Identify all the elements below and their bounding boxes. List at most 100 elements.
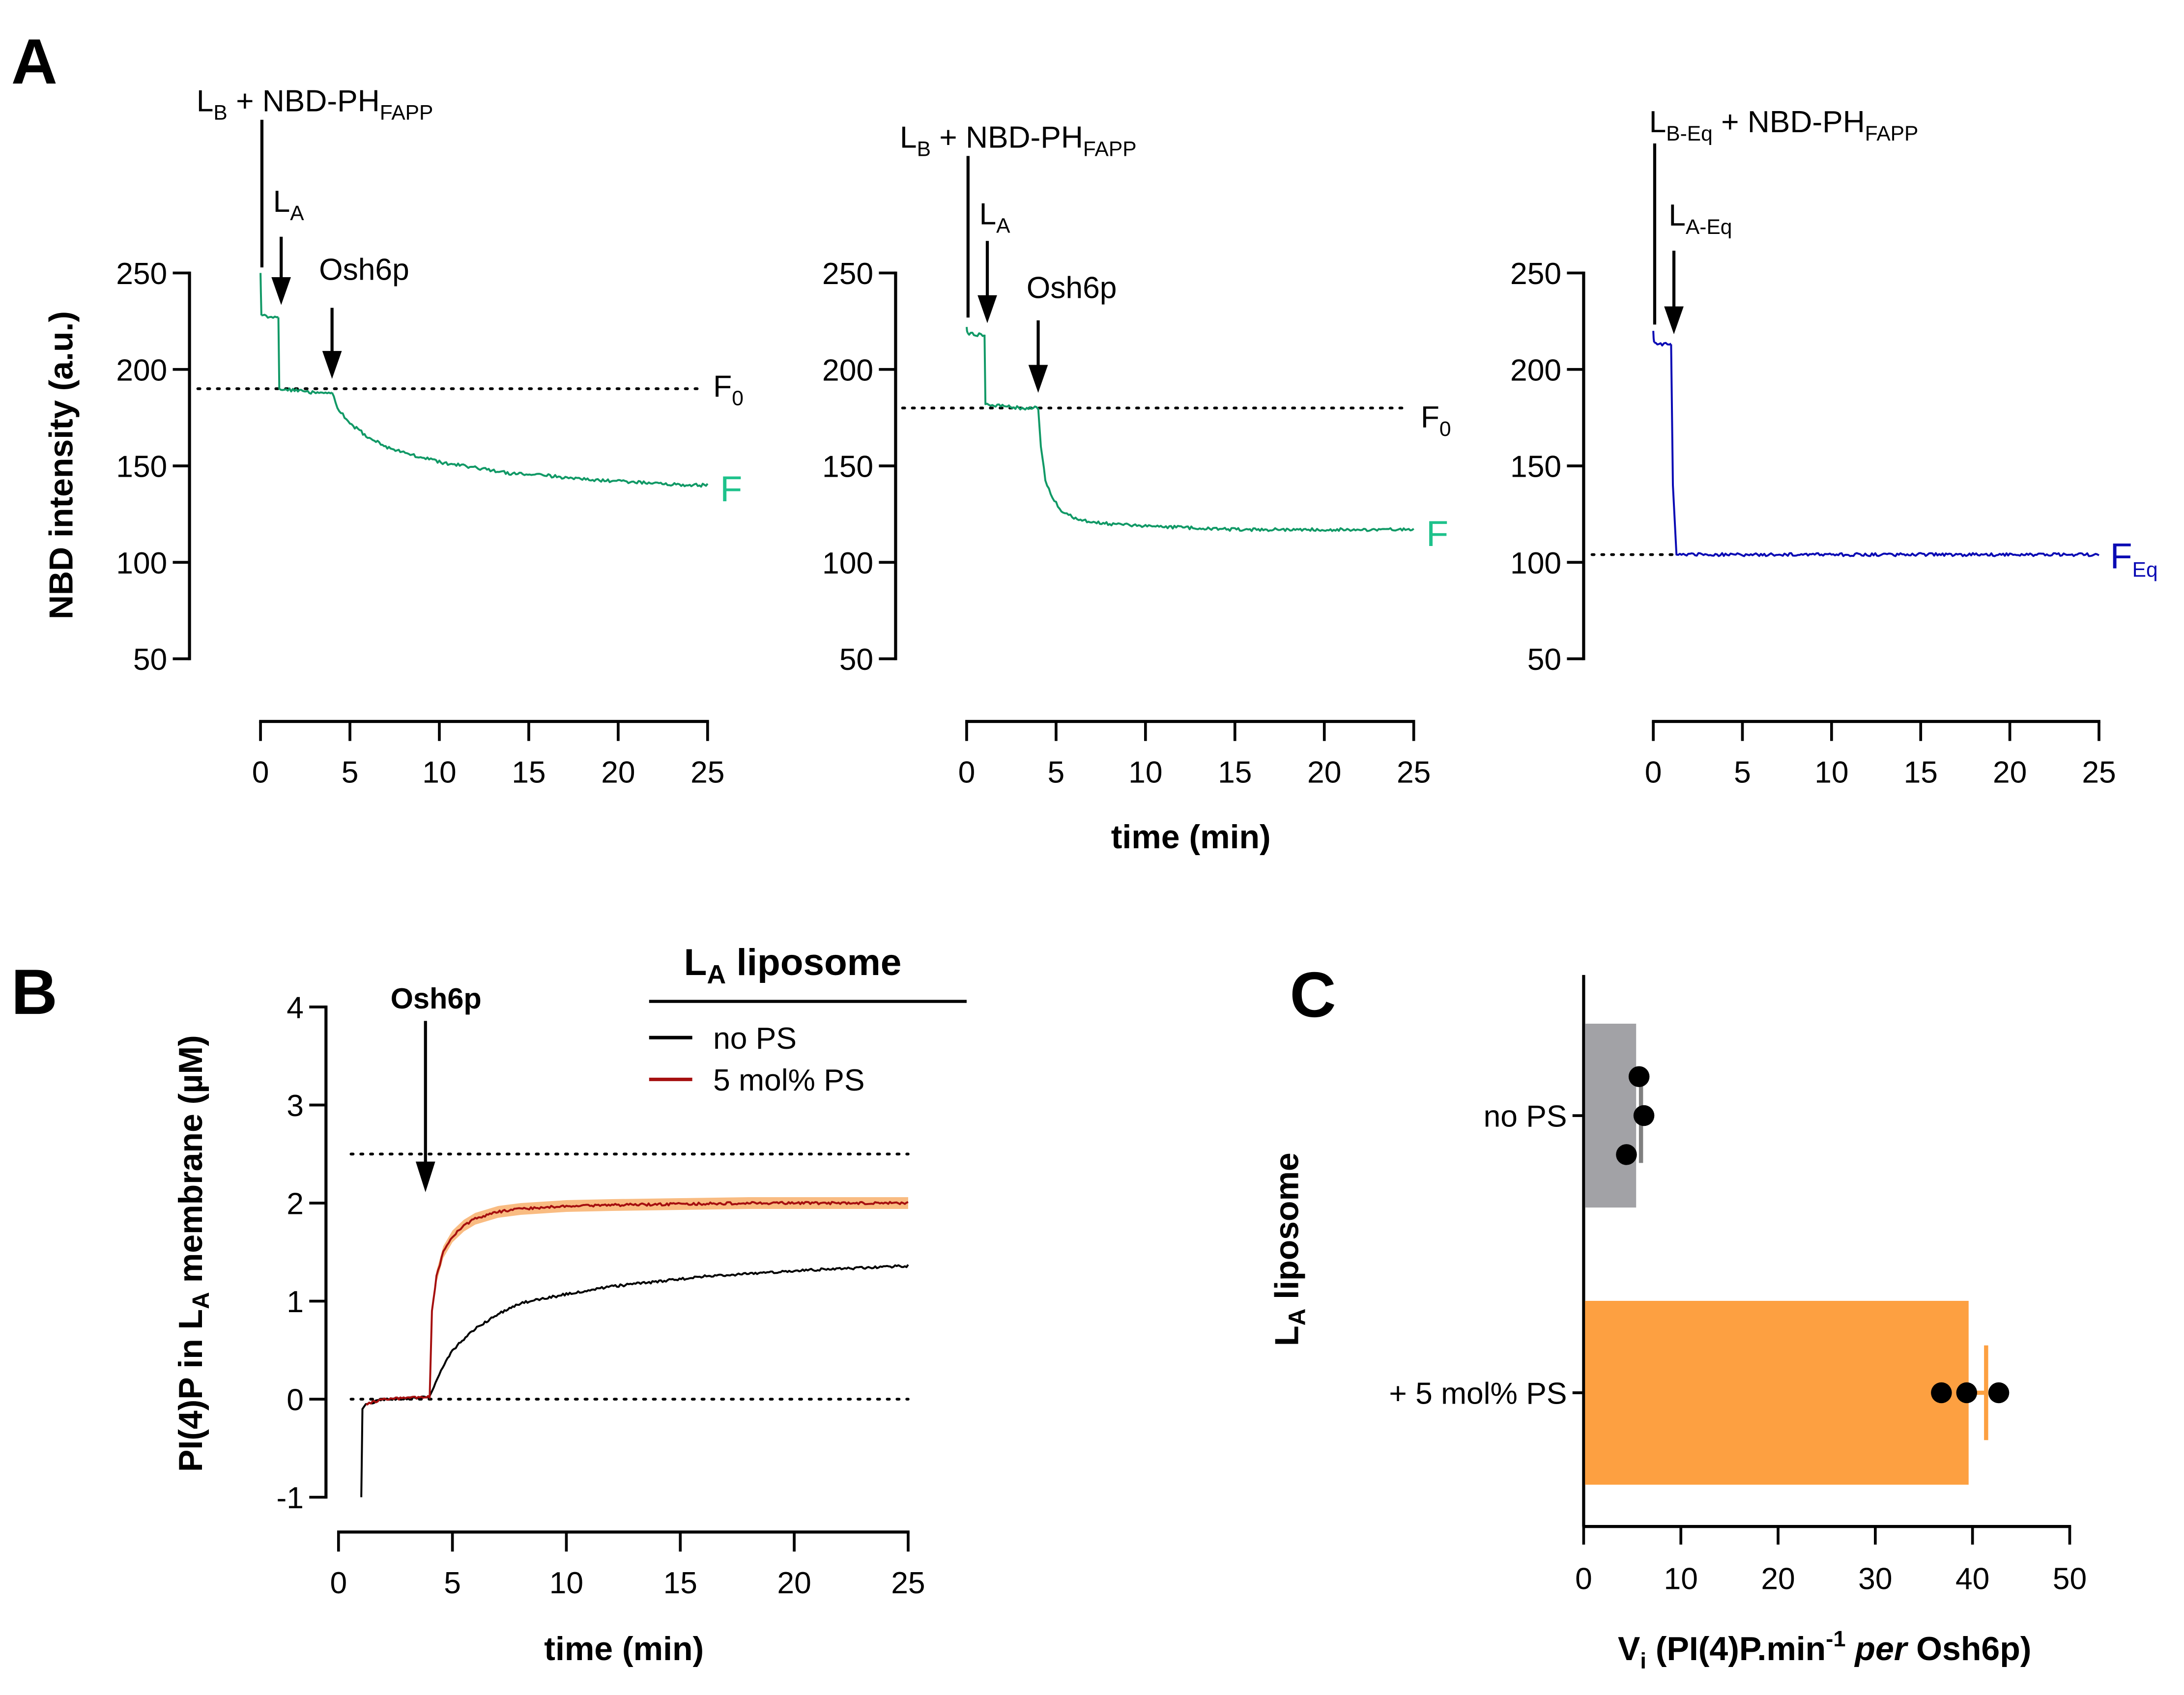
y-ticks-a3: 50 100 150 200 250 bbox=[1510, 257, 1583, 677]
trace-segment bbox=[968, 333, 985, 336]
trace-segment bbox=[1038, 408, 1413, 531]
x-tick-label: 25 bbox=[891, 1566, 925, 1600]
y-tick-label: 200 bbox=[116, 353, 167, 387]
bar-no-ps bbox=[1585, 1024, 1636, 1207]
y-tick-label: 50 bbox=[1527, 643, 1561, 677]
x-tick-label: 25 bbox=[2082, 756, 2116, 790]
panel-a: A NBD intensity (a.u.) 50100150200250 05… bbox=[11, 26, 2158, 856]
trace-5-mol-ps bbox=[366, 1202, 908, 1405]
x-tick-label: 25 bbox=[1397, 756, 1431, 790]
x-tick-label: 0 bbox=[330, 1566, 347, 1600]
chart-a1: NBD intensity (a.u.) 50 100 150 200 250 0 5 10… bbox=[42, 85, 743, 790]
data-point bbox=[1956, 1382, 1978, 1404]
end-label-f-a2: F bbox=[1426, 513, 1448, 554]
trace-no-ps bbox=[361, 1264, 908, 1497]
x-tick-label: 5 bbox=[1734, 756, 1751, 790]
x-tick-label: 25 bbox=[690, 756, 724, 790]
y-tick-label: 200 bbox=[822, 353, 873, 387]
data-point bbox=[1988, 1382, 2010, 1404]
y-tick-label: 50 bbox=[133, 643, 167, 677]
panel-letter-b: B bbox=[11, 956, 57, 1028]
trace-segment bbox=[1653, 331, 1654, 343]
category-labels-c: no PS + 5 mol% PS bbox=[1389, 1100, 1583, 1411]
data-point bbox=[1629, 1066, 1650, 1087]
annotation-osh6p-a2: Osh6p bbox=[1027, 271, 1117, 305]
y-tick-label: -1 bbox=[277, 1481, 304, 1515]
x-tick-label: 20 bbox=[1761, 1562, 1795, 1596]
x-tick-label: 10 bbox=[1814, 756, 1848, 790]
x-tick-label: 10 bbox=[422, 756, 456, 790]
x-tick-label: 20 bbox=[1993, 756, 2027, 790]
ref-label-f0-a2: F0 bbox=[1421, 401, 1451, 441]
x-ticks-a3: 0 5 10 15 20 25 bbox=[1645, 721, 2116, 790]
x-ticks-a1: 0 5 10 15 20 25 bbox=[252, 721, 725, 790]
end-label-f-a1: F bbox=[720, 468, 742, 509]
confidence-band-5-mol-ps bbox=[430, 1197, 908, 1403]
y-axis-title-c: LA liposome bbox=[1268, 1152, 1310, 1346]
panel-c: C LA liposome no PS + 5 mol% PS 0 10 20 30 40… bbox=[1268, 959, 2087, 1673]
panel-b: B PI(4)P in LA membrane (µM) -1 0 1 2 3 4 0 5 1… bbox=[11, 942, 967, 1667]
y-tick-label: 1 bbox=[287, 1285, 304, 1319]
x-ticks-b: 0 5 10 15 20 25 bbox=[330, 1532, 925, 1600]
category-label: + 5 mol% PS bbox=[1389, 1377, 1567, 1411]
annotation-lb-a1: LB + NBD-PHFAPP bbox=[197, 85, 433, 125]
chart-b: PI(4)P in LA membrane (µM) -1 0 1 2 3 4 0 5 10 1… bbox=[172, 942, 967, 1667]
x-tick-label: 15 bbox=[512, 756, 546, 790]
trace-segment bbox=[1654, 343, 1671, 345]
y-tick-label: 250 bbox=[116, 257, 167, 291]
data-point bbox=[1931, 1382, 1952, 1404]
y-tick-label: 100 bbox=[116, 546, 167, 580]
y-tick-label: 150 bbox=[1510, 450, 1561, 484]
y-tick-label: 0 bbox=[287, 1383, 304, 1417]
trace-segment bbox=[261, 315, 279, 317]
y-tick-label: 100 bbox=[822, 546, 873, 580]
figure: A NBD intensity (a.u.) 50100150200250 05… bbox=[0, 0, 2184, 1695]
y-axis-title-a: NBD intensity (a.u.) bbox=[42, 311, 80, 619]
end-label-feq-a3: FEq bbox=[2110, 535, 2158, 581]
x-tick-label: 0 bbox=[1645, 756, 1662, 790]
annotation-osh6p-b: Osh6p bbox=[391, 982, 482, 1015]
y-tick-label: 100 bbox=[1510, 546, 1561, 580]
annotation-arrow-head bbox=[271, 277, 291, 305]
y-ticks-b: -1 0 1 2 3 4 bbox=[277, 991, 326, 1516]
x-tick-label: 0 bbox=[958, 756, 976, 790]
annotation-lbeq-a3: LB-Eq + NBD-PHFAPP bbox=[1649, 105, 1919, 145]
x-axis-title-b: time (min) bbox=[544, 1630, 704, 1667]
panel-letter-c: C bbox=[1290, 959, 1336, 1031]
plot-area-a1 bbox=[198, 120, 708, 487]
y-tick-label: 200 bbox=[1510, 353, 1561, 387]
annotation-arrow-head bbox=[322, 351, 342, 379]
y-tick-label: 150 bbox=[822, 450, 873, 484]
chart-c: LA liposome no PS+ 5 mol% PS 0 10 20 30 40 50… bbox=[1268, 975, 2087, 1673]
annotation-arrow-head bbox=[416, 1162, 435, 1192]
x-tick-label: 30 bbox=[1858, 1562, 1892, 1596]
x-tick-label: 20 bbox=[1307, 756, 1341, 790]
y-tick-label: 150 bbox=[116, 450, 167, 484]
x-tick-label: 15 bbox=[663, 1566, 697, 1600]
x-tick-label: 10 bbox=[1128, 756, 1162, 790]
data-point bbox=[1616, 1144, 1637, 1165]
trace-segment bbox=[332, 393, 708, 487]
x-axis-title-c: Vi (PI(4)P.min-1 per Osh6p) bbox=[1618, 1626, 2031, 1673]
x-ticks-c: 0 10 20 30 40 50 bbox=[1575, 975, 2087, 1596]
x-tick-label: 15 bbox=[1218, 756, 1252, 790]
annotation-la-a1: LA bbox=[273, 185, 305, 225]
x-axis-title-a: time (min) bbox=[1111, 818, 1271, 856]
trace-segment bbox=[967, 327, 968, 333]
data-point bbox=[1634, 1105, 1655, 1126]
annotation-arrow-head bbox=[977, 295, 997, 323]
x-tick-label: 5 bbox=[444, 1566, 461, 1600]
annotation-osh6p-a1: Osh6p bbox=[319, 253, 409, 287]
x-tick-label: 0 bbox=[1575, 1562, 1592, 1596]
ref-label-f0-a1: F0 bbox=[713, 370, 744, 410]
x-tick-label: 10 bbox=[549, 1566, 583, 1600]
trace-segment bbox=[260, 273, 261, 315]
y-tick-label: 50 bbox=[839, 643, 873, 677]
y-tick-label: 2 bbox=[287, 1187, 304, 1221]
category-label: no PS bbox=[1484, 1100, 1567, 1134]
y-axis-title-b: PI(4)P in LA membrane (µM) bbox=[172, 1035, 214, 1472]
bar-5-mol-ps bbox=[1585, 1301, 1969, 1485]
panel-letter-a: A bbox=[11, 26, 57, 97]
plot-area-a3 bbox=[1592, 144, 2099, 556]
annotation-arrow-head bbox=[1664, 306, 1684, 334]
